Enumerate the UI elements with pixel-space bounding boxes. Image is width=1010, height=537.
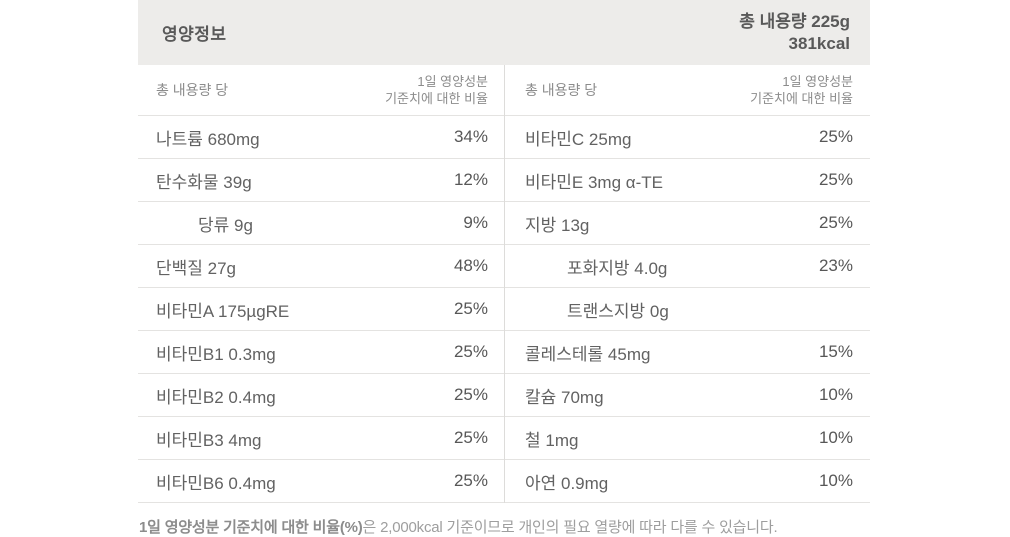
footnote-regular-text: 은 2,000kcal 기준이므로 개인의 필요 열량에 따라 다를 수 있습니… — [362, 519, 778, 536]
nutrient-label: 탄수화물 39g — [156, 172, 252, 192]
total-calories: 381kcal — [788, 33, 850, 53]
nutrient-label: 콜레스테롤 45mg — [525, 344, 651, 364]
daily-value-percent: 48% — [453, 256, 488, 275]
daily-value-header-line2: 기준치에 대한 비율 — [385, 91, 488, 106]
nutrient-label: 당류 9g — [198, 215, 253, 235]
nutrition-table-right: 총 내용량 당 1일 영양성분 기준치에 대한 비율 비타민C 25mg 25% 비… — [504, 65, 870, 503]
table-row: 당류 9g 9% — [138, 202, 504, 245]
nutrient-label: 비타민A 175µgRE — [156, 301, 290, 321]
nutrient-label: 철 1mg — [525, 430, 579, 450]
daily-value-percent: 25% — [453, 299, 488, 318]
daily-value-percent: 15% — [818, 342, 853, 361]
table-row: 나트륨 680mg 34% — [138, 116, 504, 159]
nutrient-label: 비타민C 25mg — [525, 129, 632, 149]
daily-value-percent: 25% — [818, 127, 853, 146]
table-row: 탄수화물 39g 12% — [138, 159, 504, 202]
daily-value-header-line2: 기준치에 대한 비율 — [750, 91, 853, 106]
nutrient-label: 트랜스지방 0g — [567, 301, 669, 321]
column-header: 총 내용량 당 1일 영양성분 기준치에 대한 비율 — [505, 65, 870, 116]
daily-value-footnote: 1일 영양성분 기준치에 대한 비율(%)은 2,000kcal 기준이므로 개… — [138, 516, 870, 537]
table-row: 콜레스테롤 45mg 15% — [505, 331, 870, 374]
page-title: 영양정보 — [162, 25, 227, 44]
nutrient-label: 지방 13g — [525, 215, 590, 235]
nutrition-label: 영양정보 총 내용량 225g 381kcal 총 내용량 당 1일 영양성분 … — [138, 0, 870, 537]
table-row: 비타민B6 0.4mg 25% — [138, 460, 504, 503]
nutrient-label: 비타민B3 4mg — [156, 430, 262, 450]
nutrition-tables: 총 내용량 당 1일 영양성분 기준치에 대한 비율 나트륨 680mg 34% 탄… — [138, 65, 870, 503]
table-row: 비타민B2 0.4mg 25% — [138, 374, 504, 417]
table-row: 트랜스지방 0g — [505, 288, 870, 331]
daily-value-percent: 10% — [818, 428, 853, 447]
daily-value-percent: 25% — [453, 342, 488, 361]
daily-value-percent: 25% — [453, 471, 488, 490]
daily-value-header-line1: 1일 영양성분 — [417, 74, 488, 89]
total-amount: 총 내용량 225g — [739, 11, 850, 31]
table-row: 단백질 27g 48% — [138, 245, 504, 288]
per-serving-label: 총 내용량 당 — [525, 82, 598, 98]
nutrient-label: 아연 0.9mg — [525, 473, 609, 493]
daily-value-header: 1일 영양성분 기준치에 대한 비율 — [385, 73, 488, 107]
daily-value-percent: 34% — [453, 127, 488, 146]
nutrient-label: 나트륨 680mg — [156, 129, 260, 149]
daily-value-percent: 10% — [818, 385, 853, 404]
column-header: 총 내용량 당 1일 영양성분 기준치에 대한 비율 — [138, 65, 504, 116]
daily-value-percent: 25% — [818, 213, 853, 232]
table-row: 비타민B1 0.3mg 25% — [138, 331, 504, 374]
daily-value-percent: 23% — [818, 256, 853, 275]
table-row: 칼슘 70mg 10% — [505, 374, 870, 417]
table-row: 비타민A 175µgRE 25% — [138, 288, 504, 331]
daily-value-header: 1일 영양성분 기준치에 대한 비율 — [750, 73, 853, 107]
daily-value-percent: 9% — [463, 213, 488, 232]
table-row: 지방 13g 25% — [505, 202, 870, 245]
per-serving-label: 총 내용량 당 — [156, 82, 229, 98]
nutrition-table-left: 총 내용량 당 1일 영양성분 기준치에 대한 비율 나트륨 680mg 34% 탄… — [138, 65, 504, 503]
nutrient-label: 비타민B6 0.4mg — [156, 473, 276, 493]
daily-value-percent: 25% — [453, 385, 488, 404]
daily-value-percent: 10% — [818, 471, 853, 490]
nutrition-header: 영양정보 총 내용량 225g 381kcal — [138, 0, 870, 65]
nutrient-label: 비타민B2 0.4mg — [156, 387, 276, 407]
table-row: 철 1mg 10% — [505, 417, 870, 460]
table-row: 비타민B3 4mg 25% — [138, 417, 504, 460]
table-row: 비타민E 3mg α-TE 25% — [505, 159, 870, 202]
nutrient-label: 비타민B1 0.3mg — [156, 344, 276, 364]
table-row: 비타민C 25mg 25% — [505, 116, 870, 159]
footnote-bold-text: 1일 영양성분 기준치에 대한 비율(%) — [139, 519, 363, 536]
daily-value-header-line1: 1일 영양성분 — [782, 74, 853, 89]
table-row: 포화지방 4.0g 23% — [505, 245, 870, 288]
nutrient-label: 포화지방 4.0g — [567, 258, 668, 278]
table-rows: 비타민C 25mg 25% 비타민E 3mg α-TE 25% 지방 13g 25% 포화지… — [505, 116, 870, 503]
table-rows: 나트륨 680mg 34% 탄수화물 39g 12% 당류 9g 9% 단백질 27g 48%… — [138, 116, 504, 503]
total-amount-block: 총 내용량 225g 381kcal — [739, 11, 850, 55]
daily-value-percent: 25% — [453, 428, 488, 447]
nutrient-label: 단백질 27g — [156, 258, 237, 278]
daily-value-percent: 25% — [818, 170, 853, 189]
table-row: 아연 0.9mg 10% — [505, 460, 870, 503]
daily-value-percent: 12% — [453, 170, 488, 189]
nutrient-label: 칼슘 70mg — [525, 387, 604, 407]
nutrient-label: 비타민E 3mg α-TE — [525, 172, 663, 192]
